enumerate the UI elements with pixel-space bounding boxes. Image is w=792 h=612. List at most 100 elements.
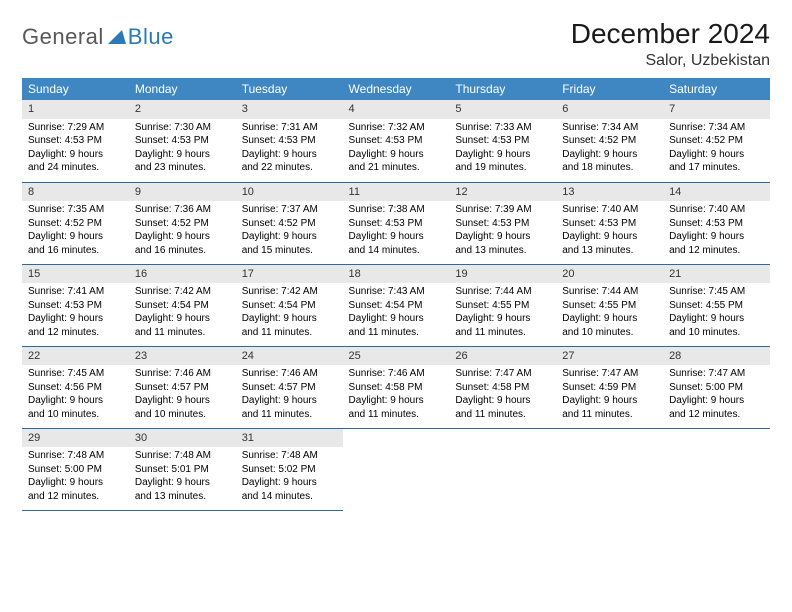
day-number: 18: [343, 265, 450, 284]
sunrise-text: Sunrise: 7:42 AM: [135, 285, 230, 299]
daylight-text: and 17 minutes.: [669, 161, 764, 175]
daylight-text: Daylight: 9 hours: [242, 230, 337, 244]
sunset-text: Sunset: 4:52 PM: [135, 217, 230, 231]
daylight-text: and 13 minutes.: [562, 244, 657, 258]
logo-text-blue: Blue: [128, 24, 174, 50]
sunrise-text: Sunrise: 7:36 AM: [135, 203, 230, 217]
daylight-text: Daylight: 9 hours: [28, 476, 123, 490]
calendar-cell: 7Sunrise: 7:34 AMSunset: 4:52 PMDaylight…: [663, 100, 770, 182]
daylight-text: and 14 minutes.: [349, 244, 444, 258]
daylight-text: Daylight: 9 hours: [669, 148, 764, 162]
sunrise-text: Sunrise: 7:40 AM: [562, 203, 657, 217]
title-block: December 2024 Salor, Uzbekistan: [571, 18, 770, 70]
sunset-text: Sunset: 4:53 PM: [242, 134, 337, 148]
day-number: 22: [22, 347, 129, 366]
sunset-text: Sunset: 4:56 PM: [28, 381, 123, 395]
sunrise-text: Sunrise: 7:44 AM: [455, 285, 550, 299]
daylight-text: and 23 minutes.: [135, 161, 230, 175]
calendar-row: 8Sunrise: 7:35 AMSunset: 4:52 PMDaylight…: [22, 182, 770, 264]
sunrise-text: Sunrise: 7:43 AM: [349, 285, 444, 299]
daylight-text: and 16 minutes.: [135, 244, 230, 258]
calendar-cell: 30Sunrise: 7:48 AMSunset: 5:01 PMDayligh…: [129, 428, 236, 510]
sunrise-text: Sunrise: 7:37 AM: [242, 203, 337, 217]
daylight-text: and 10 minutes.: [669, 326, 764, 340]
day-number: 13: [556, 183, 663, 202]
day-number: 7: [663, 100, 770, 119]
sunset-text: Sunset: 4:53 PM: [349, 134, 444, 148]
weekday-header: Wednesday: [343, 78, 450, 100]
sunset-text: Sunset: 4:54 PM: [349, 299, 444, 313]
daylight-text: Daylight: 9 hours: [349, 312, 444, 326]
calendar-cell: 14Sunrise: 7:40 AMSunset: 4:53 PMDayligh…: [663, 182, 770, 264]
calendar-cell-empty: .: [663, 428, 770, 510]
sunrise-text: Sunrise: 7:41 AM: [28, 285, 123, 299]
sunset-text: Sunset: 4:53 PM: [349, 217, 444, 231]
day-number: 17: [236, 265, 343, 284]
logo-triangle-icon: [108, 30, 126, 49]
calendar-cell: 27Sunrise: 7:47 AMSunset: 4:59 PMDayligh…: [556, 346, 663, 428]
sunrise-text: Sunrise: 7:29 AM: [28, 121, 123, 135]
header: General Blue December 2024 Salor, Uzbeki…: [22, 18, 770, 70]
calendar-cell: 19Sunrise: 7:44 AMSunset: 4:55 PMDayligh…: [449, 264, 556, 346]
daylight-text: Daylight: 9 hours: [242, 148, 337, 162]
daylight-text: Daylight: 9 hours: [562, 230, 657, 244]
sunset-text: Sunset: 4:54 PM: [135, 299, 230, 313]
sunset-text: Sunset: 4:58 PM: [349, 381, 444, 395]
calendar-cell: 5Sunrise: 7:33 AMSunset: 4:53 PMDaylight…: [449, 100, 556, 182]
daylight-text: Daylight: 9 hours: [28, 394, 123, 408]
daylight-text: Daylight: 9 hours: [669, 312, 764, 326]
month-title: December 2024: [571, 18, 770, 50]
daylight-text: and 13 minutes.: [135, 490, 230, 504]
daylight-text: and 11 minutes.: [242, 408, 337, 422]
day-number: 24: [236, 347, 343, 366]
weekday-header: Saturday: [663, 78, 770, 100]
day-number: 30: [129, 429, 236, 448]
daylight-text: Daylight: 9 hours: [669, 394, 764, 408]
day-number: 16: [129, 265, 236, 284]
daylight-text: Daylight: 9 hours: [669, 230, 764, 244]
daylight-text: and 21 minutes.: [349, 161, 444, 175]
calendar-cell: 31Sunrise: 7:48 AMSunset: 5:02 PMDayligh…: [236, 428, 343, 510]
sunset-text: Sunset: 4:53 PM: [135, 134, 230, 148]
sunset-text: Sunset: 4:52 PM: [669, 134, 764, 148]
day-number: 4: [343, 100, 450, 119]
sunrise-text: Sunrise: 7:47 AM: [455, 367, 550, 381]
daylight-text: and 18 minutes.: [562, 161, 657, 175]
daylight-text: Daylight: 9 hours: [455, 230, 550, 244]
sunrise-text: Sunrise: 7:46 AM: [242, 367, 337, 381]
day-number: 9: [129, 183, 236, 202]
sunset-text: Sunset: 4:55 PM: [562, 299, 657, 313]
daylight-text: and 11 minutes.: [242, 326, 337, 340]
sunset-text: Sunset: 4:55 PM: [669, 299, 764, 313]
daylight-text: Daylight: 9 hours: [135, 476, 230, 490]
sunset-text: Sunset: 4:58 PM: [455, 381, 550, 395]
sunrise-text: Sunrise: 7:30 AM: [135, 121, 230, 135]
day-number: 11: [343, 183, 450, 202]
calendar-cell-empty: .: [449, 428, 556, 510]
sunset-text: Sunset: 5:00 PM: [669, 381, 764, 395]
daylight-text: Daylight: 9 hours: [28, 148, 123, 162]
sunset-text: Sunset: 4:57 PM: [135, 381, 230, 395]
sunrise-text: Sunrise: 7:40 AM: [669, 203, 764, 217]
day-number: 31: [236, 429, 343, 448]
daylight-text: and 12 minutes.: [669, 244, 764, 258]
daylight-text: and 19 minutes.: [455, 161, 550, 175]
weekday-header: Friday: [556, 78, 663, 100]
logo-text-general: General: [22, 24, 104, 50]
sunset-text: Sunset: 5:00 PM: [28, 463, 123, 477]
sunset-text: Sunset: 4:53 PM: [455, 217, 550, 231]
daylight-text: Daylight: 9 hours: [562, 148, 657, 162]
day-number: 23: [129, 347, 236, 366]
daylight-text: and 11 minutes.: [562, 408, 657, 422]
calendar-cell: 25Sunrise: 7:46 AMSunset: 4:58 PMDayligh…: [343, 346, 450, 428]
calendar-row: 22Sunrise: 7:45 AMSunset: 4:56 PMDayligh…: [22, 346, 770, 428]
day-number: 21: [663, 265, 770, 284]
calendar-row: 1Sunrise: 7:29 AMSunset: 4:53 PMDaylight…: [22, 100, 770, 182]
daylight-text: Daylight: 9 hours: [455, 148, 550, 162]
calendar-row: 15Sunrise: 7:41 AMSunset: 4:53 PMDayligh…: [22, 264, 770, 346]
day-number: 26: [449, 347, 556, 366]
daylight-text: Daylight: 9 hours: [562, 312, 657, 326]
weekday-header-row: Sunday Monday Tuesday Wednesday Thursday…: [22, 78, 770, 100]
sunrise-text: Sunrise: 7:47 AM: [562, 367, 657, 381]
sunrise-text: Sunrise: 7:46 AM: [135, 367, 230, 381]
